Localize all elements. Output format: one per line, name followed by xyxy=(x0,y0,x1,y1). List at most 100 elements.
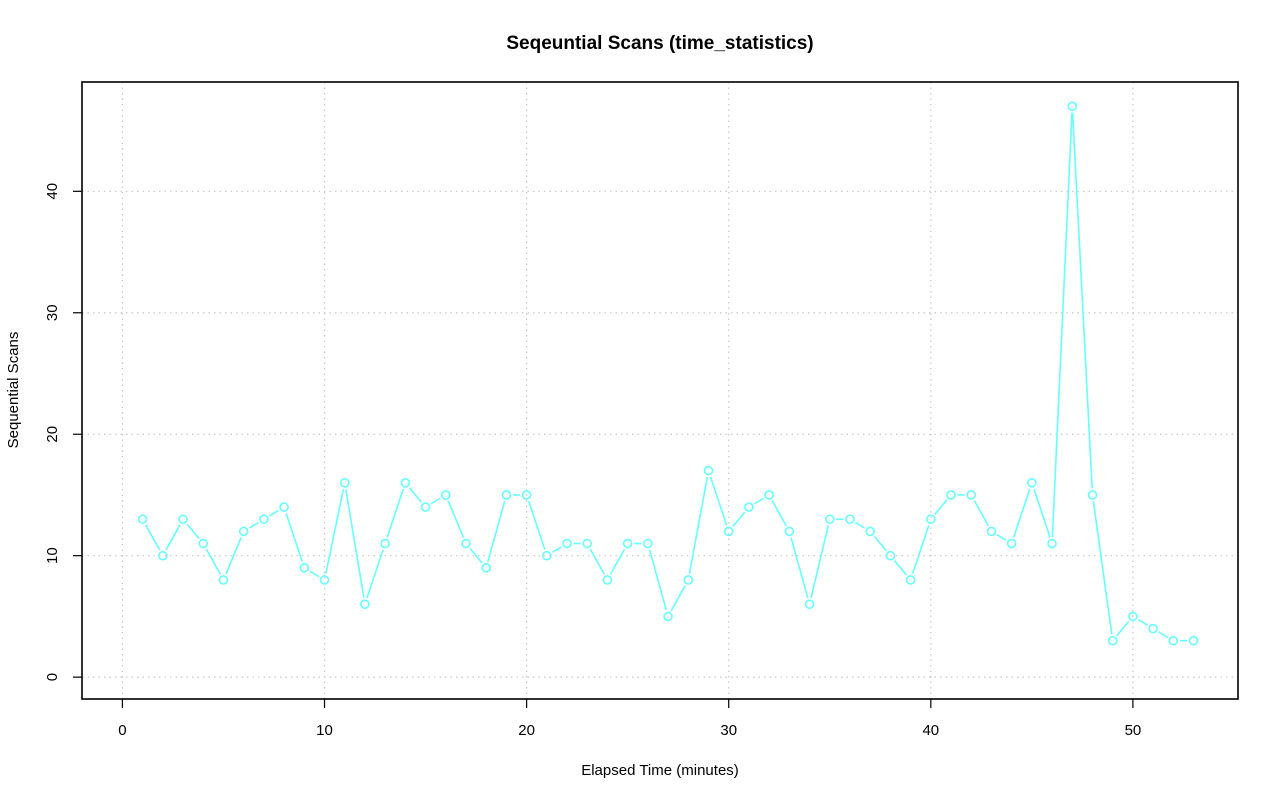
data-point xyxy=(440,490,451,500)
series-line-segment xyxy=(469,548,483,564)
series-line-segment xyxy=(408,487,423,503)
series-line-segment xyxy=(527,500,546,550)
series-line-segment xyxy=(855,521,866,529)
series-line-segment xyxy=(1051,112,1073,538)
x-axis: 0 10 20 30 40 50 xyxy=(118,699,1141,739)
data-point xyxy=(137,514,148,525)
series-line-segment xyxy=(225,537,242,575)
data-point xyxy=(501,490,512,500)
series-line-segment xyxy=(386,488,405,538)
series-line-segment xyxy=(790,537,809,599)
data-point xyxy=(542,550,552,561)
data-point xyxy=(1087,490,1098,500)
series-line-segment xyxy=(248,521,259,529)
data-point xyxy=(804,599,815,610)
data-point xyxy=(723,526,734,537)
data-point xyxy=(259,514,269,525)
series-line-segment xyxy=(648,549,668,611)
y-axis: 0 10 20 30 40 xyxy=(44,183,82,681)
data-point xyxy=(905,575,916,585)
data-point xyxy=(966,490,977,500)
series-layer xyxy=(137,101,1199,646)
series-line-segment xyxy=(447,500,465,538)
y-tick-label: 0 xyxy=(44,673,61,681)
x-axis-label: Elapsed Time (minutes) xyxy=(581,762,739,779)
series-line-segment xyxy=(754,497,764,505)
data-point xyxy=(663,611,673,622)
data-point xyxy=(1128,611,1138,622)
y-tick-label: 30 xyxy=(44,304,61,321)
data-point xyxy=(1047,538,1057,549)
data-point xyxy=(784,526,795,537)
series-line-segment xyxy=(810,525,830,599)
data-point xyxy=(744,502,754,512)
data-point xyxy=(885,550,896,561)
series-line-segment xyxy=(670,585,686,612)
series-line-segment xyxy=(269,509,279,517)
data-point xyxy=(279,502,289,512)
series-line-segment xyxy=(934,499,948,515)
series-line-segment xyxy=(1012,488,1031,538)
series-line-segment xyxy=(145,524,161,551)
series-line-segment xyxy=(186,523,200,540)
series-line-segment xyxy=(165,524,181,551)
data-point xyxy=(1188,635,1199,646)
y-tick-label: 10 xyxy=(44,547,61,564)
plot-frame xyxy=(81,81,1239,700)
data-point xyxy=(622,538,633,549)
data-point xyxy=(319,575,330,585)
data-point xyxy=(986,526,997,537)
series-line-segment xyxy=(609,548,626,575)
series-line-segment xyxy=(487,501,506,562)
data-point xyxy=(1027,478,1037,488)
data-point xyxy=(865,526,875,537)
y-tick-label: 20 xyxy=(44,426,61,443)
data-point xyxy=(339,478,350,488)
x-tick-label: 50 xyxy=(1125,722,1142,739)
series-line-segment xyxy=(345,489,365,598)
series-line-segment xyxy=(589,548,606,575)
series-line-segment xyxy=(430,497,441,505)
data-point xyxy=(602,575,613,585)
series-line-segment xyxy=(1071,112,1093,489)
data-point xyxy=(562,538,572,549)
series-line-segment xyxy=(1033,488,1051,538)
series-line-segment xyxy=(325,489,345,574)
data-point xyxy=(1107,635,1118,646)
x-tick-label: 40 xyxy=(922,722,939,739)
data-point xyxy=(360,599,370,610)
data-point xyxy=(420,502,431,512)
data-point xyxy=(158,550,168,561)
data-point xyxy=(643,538,653,549)
data-point xyxy=(521,490,532,500)
y-axis-label: Sequential Scans xyxy=(5,332,22,449)
data-point xyxy=(1067,101,1078,112)
y-tick-label: 40 xyxy=(44,183,61,200)
x-tick-label: 0 xyxy=(118,722,126,739)
data-point xyxy=(299,563,310,573)
data-point xyxy=(218,575,229,585)
series-line-segment xyxy=(366,549,384,599)
series-line-segment xyxy=(973,500,989,527)
data-point xyxy=(178,514,188,525)
x-tick-label: 10 xyxy=(316,722,333,739)
series-line-segment xyxy=(285,513,304,562)
series-line-segment xyxy=(1116,620,1130,637)
data-point xyxy=(764,490,774,500)
data-point xyxy=(582,538,593,549)
data-point xyxy=(946,490,956,500)
series-line-segment xyxy=(309,570,320,578)
series-line-segment xyxy=(911,525,930,575)
data-point xyxy=(238,526,249,537)
data-point xyxy=(481,563,491,573)
x-tick-label: 30 xyxy=(720,722,737,739)
chart-title: Seqeuntial Scans (time_statistics) xyxy=(506,33,813,54)
data-point xyxy=(845,514,855,525)
series-line-segment xyxy=(1138,619,1148,626)
data-point xyxy=(1006,538,1017,549)
data-point xyxy=(198,538,209,549)
data-point xyxy=(824,514,835,525)
x-tick-label: 20 xyxy=(518,722,535,739)
